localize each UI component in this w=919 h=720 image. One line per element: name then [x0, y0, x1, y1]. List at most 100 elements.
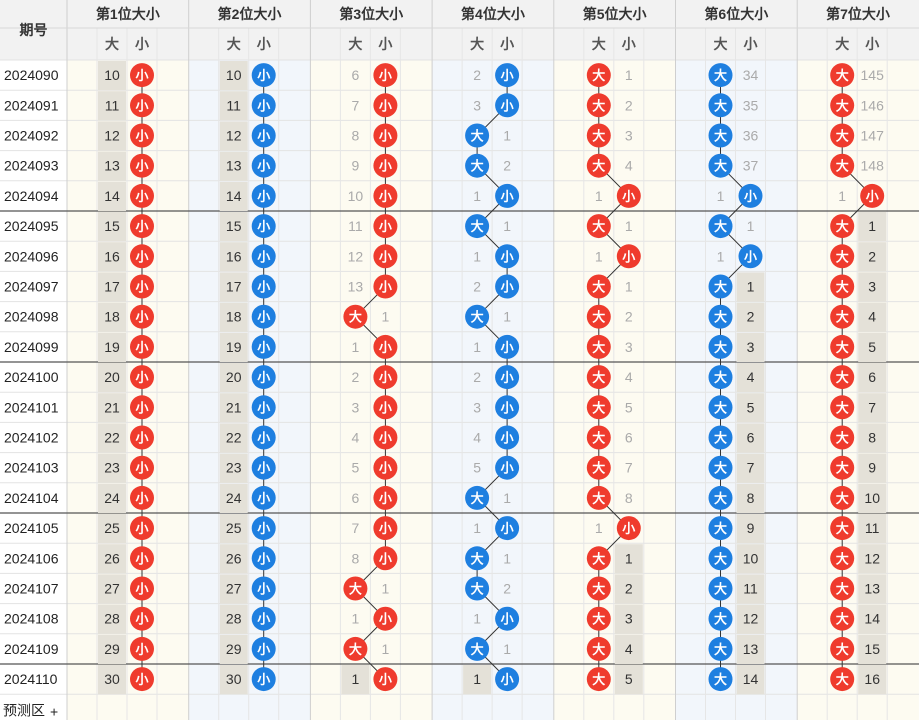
streak-shade	[98, 61, 126, 91]
result-ball	[830, 93, 855, 118]
result-ball	[495, 667, 520, 692]
missing-value: 1	[625, 67, 633, 83]
missing-value: 1	[625, 218, 633, 234]
result-ball-label: 大	[714, 68, 727, 83]
result-ball-label: 小	[257, 280, 270, 295]
result-ball	[708, 516, 733, 541]
result-ball	[495, 183, 520, 208]
missing-value: 29	[226, 641, 242, 657]
missing-value: 3	[352, 399, 360, 415]
result-ball	[586, 365, 611, 390]
missing-value: 28	[104, 611, 120, 627]
streak-shade	[614, 634, 643, 664]
group-bg	[432, 60, 554, 720]
missing-value: 1	[595, 188, 603, 204]
result-ball-label: 小	[501, 672, 514, 687]
result-ball	[251, 425, 276, 450]
missing-value: 13	[743, 641, 759, 657]
result-ball	[586, 485, 611, 510]
issue-number: 2024101	[4, 399, 59, 415]
missing-value: 1	[595, 248, 603, 264]
missing-value: 4	[625, 369, 633, 385]
result-ball	[465, 153, 490, 178]
missing-value: 3	[625, 339, 633, 355]
result-ball	[251, 546, 276, 571]
sub-header-small: 小	[744, 36, 758, 52]
result-ball	[586, 123, 611, 148]
streak-shade	[219, 423, 248, 453]
result-ball-label: 大	[836, 129, 849, 144]
result-ball	[586, 304, 611, 329]
missing-value: 27	[226, 581, 242, 597]
streak-shade	[219, 634, 248, 664]
streak-shade	[98, 423, 126, 453]
streak-shade	[219, 604, 248, 634]
missing-value: 5	[868, 339, 876, 355]
result-ball-label: 小	[379, 159, 392, 174]
result-ball-label: 大	[836, 672, 849, 687]
result-ball-label: 大	[592, 68, 605, 83]
group-bg	[67, 60, 189, 720]
result-ball	[830, 214, 855, 239]
missing-value: 7	[352, 520, 360, 536]
result-ball	[251, 304, 276, 329]
group-bg	[553, 60, 676, 720]
result-ball-label: 大	[471, 159, 484, 174]
result-ball	[130, 304, 154, 329]
result-ball	[251, 214, 276, 239]
position-header: 第2位大小	[218, 6, 282, 22]
sub-header-small: 小	[865, 36, 879, 52]
result-ball	[830, 244, 855, 269]
result-ball	[495, 244, 520, 269]
result-ball-label: 大	[471, 219, 484, 234]
group-bg	[310, 60, 433, 720]
missing-value: 12	[104, 128, 120, 144]
issue-number: 2024095	[4, 218, 59, 234]
result-ball-label: 大	[592, 159, 605, 174]
issue-number: 2024094	[4, 188, 59, 204]
missing-value: 146	[861, 97, 885, 113]
result-ball-label: 大	[836, 582, 849, 597]
result-ball-label: 小	[257, 521, 270, 536]
result-ball	[130, 274, 154, 299]
result-ball	[130, 636, 154, 661]
result-ball-label: 大	[592, 672, 605, 687]
result-ball-label: 大	[592, 98, 605, 113]
result-ball	[495, 395, 520, 420]
missing-value: 22	[226, 430, 242, 446]
streak-shade	[858, 212, 887, 242]
result-ball-label: 大	[714, 370, 727, 385]
result-ball-label: 大	[714, 219, 727, 234]
sub-header-big: 大	[714, 36, 728, 52]
result-ball	[586, 667, 611, 692]
missing-value: 1	[717, 188, 725, 204]
missing-value: 1	[473, 339, 481, 355]
missing-value: 1	[503, 550, 511, 566]
result-ball	[495, 606, 520, 631]
missing-value: 10	[104, 67, 120, 83]
result-ball-label: 小	[135, 612, 148, 627]
result-ball-label: 大	[836, 98, 849, 113]
result-ball-label: 大	[836, 68, 849, 83]
issue-number: 2024099	[4, 339, 59, 355]
missing-value: 1	[473, 611, 481, 627]
missing-value: 1	[625, 550, 633, 566]
result-ball	[343, 304, 368, 329]
missing-value: 2	[473, 279, 481, 295]
result-ball	[465, 304, 490, 329]
sub-header-small: 小	[378, 36, 392, 52]
result-ball	[586, 63, 611, 88]
missing-value: 12	[348, 248, 364, 264]
result-ball-label: 大	[714, 642, 727, 657]
missing-value: 3	[473, 97, 481, 113]
result-ball-label: 大	[836, 461, 849, 476]
result-ball-label: 小	[379, 672, 392, 687]
missing-value: 1	[473, 188, 481, 204]
missing-value: 12	[743, 611, 759, 627]
missing-value: 5	[352, 460, 360, 476]
position-header: 第3位大小	[339, 6, 403, 22]
streak-shade	[858, 272, 887, 302]
result-ball	[586, 576, 611, 601]
result-ball	[130, 365, 154, 390]
streak-shade	[98, 604, 126, 634]
